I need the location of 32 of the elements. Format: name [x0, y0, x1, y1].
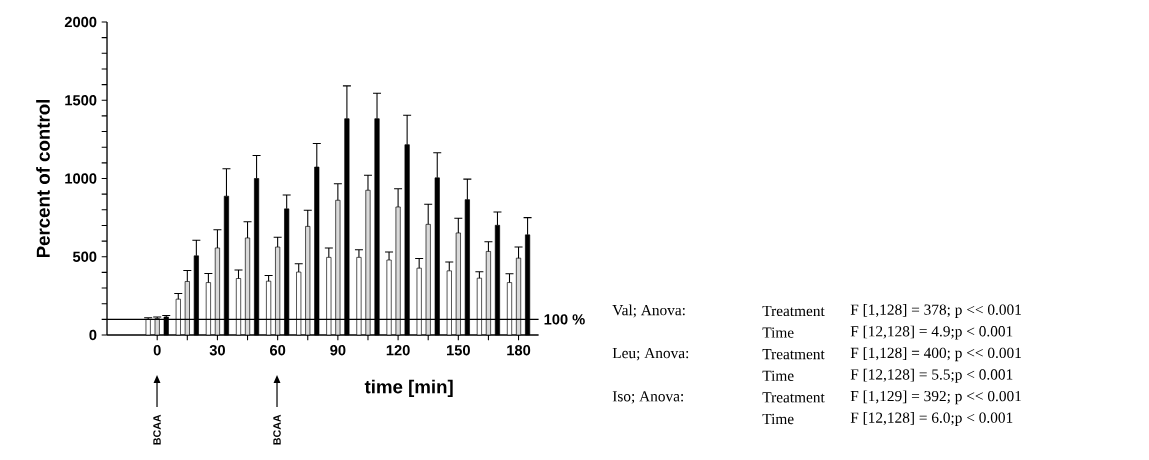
- y-axis-title: Percent of control: [36, 99, 50, 258]
- text: F [12,128] = 4.9;p < 0.001: [850, 325, 1013, 340]
- y-tick-label: 0: [89, 329, 97, 341]
- text: Treatment: [762, 392, 825, 403]
- y-tick-label: 1500: [65, 95, 97, 106]
- text: F [1,128] = 378; p << 0.001: [850, 304, 1021, 318]
- y-tick-label: 1000: [65, 173, 97, 184]
- x-tick-label: 180: [507, 345, 531, 356]
- x-tick-label: 30: [209, 345, 225, 356]
- text: F [12,128] = 6.0;p < 0.001: [850, 412, 1013, 426]
- text: Treatment: [762, 305, 825, 317]
- x-axis-title: time [min]: [364, 379, 453, 398]
- y-tick-label: 500: [72, 251, 97, 262]
- y-tick-label: 2000: [64, 16, 97, 28]
- text: BCAA: [273, 414, 281, 445]
- text: Time: [762, 370, 794, 381]
- text: Treatment: [762, 349, 825, 360]
- text: Iso; Anova:: [612, 391, 683, 404]
- text: Leu; Anova:: [612, 347, 689, 361]
- text: F [1,128] = 400; p << 0.001: [850, 347, 1021, 362]
- x-tick-label: 0: [153, 345, 161, 356]
- x-tick-label: 120: [386, 345, 410, 356]
- ref-line-label: 100 %: [544, 314, 585, 325]
- x-tick-label: 90: [330, 345, 346, 356]
- text: Val; Anova:: [612, 304, 685, 318]
- text: Time: [762, 327, 794, 338]
- text: BCAA: [153, 414, 161, 445]
- x-tick-label: 60: [270, 345, 286, 356]
- text: F [1,129] = 392; p << 0.001: [850, 390, 1021, 405]
- text: F [12,128] = 5.5;p < 0.001: [850, 368, 1013, 383]
- x-tick-label: 150: [447, 345, 470, 356]
- text: Time: [762, 413, 794, 425]
